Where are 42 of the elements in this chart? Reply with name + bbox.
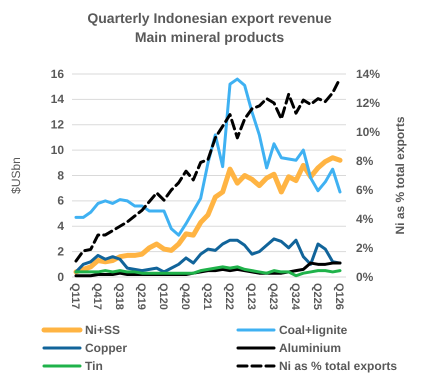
x-tick-label: Q420 (179, 283, 192, 310)
y2-tick-label: 4% (356, 212, 374, 226)
y2-tick-label: 12% (356, 96, 380, 110)
y-tick-label: 14 (50, 92, 64, 106)
x-tick-label: Q417 (91, 283, 104, 310)
x-tick-label: Q120 (157, 283, 170, 310)
x-tick-label: Q219 (135, 283, 148, 310)
legend-label: Tin (85, 359, 103, 373)
x-tick-label: Q222 (223, 283, 236, 310)
x-tick-label: Q225 (311, 283, 324, 310)
y2-tick-label: 2% (356, 240, 374, 255)
chart-subtitle: Main mineral products (134, 29, 284, 45)
x-tick-label: Q117 (69, 283, 82, 310)
y2-tick-label: 10% (356, 124, 380, 139)
x-tick-label: Q123 (245, 283, 258, 310)
y-tick-label: 16 (50, 66, 64, 81)
y2-tick-label: 0% (356, 270, 374, 284)
y2-tick-label: 8% (356, 154, 374, 168)
x-tick-label: Q324 (289, 283, 302, 311)
y-tick-label: 10 (50, 142, 64, 157)
chart-title: Quarterly Indonesian export revenue (87, 10, 332, 26)
line-series (74, 265, 342, 278)
y2-tick-label: 6% (356, 182, 374, 197)
x-tick-label: Q126 (333, 283, 346, 310)
y-tick-label: 4 (57, 219, 64, 234)
y-tick-label: 8 (57, 168, 64, 182)
x-tick-label: Q423 (267, 283, 280, 310)
legend-label: Coal+lignite (279, 323, 348, 337)
y-axis-title: $USbn (9, 157, 23, 194)
line-series (74, 237, 342, 274)
y-tick-label: 12 (50, 118, 64, 132)
y2-tick-label: 14% (356, 66, 380, 81)
legend-label: Ni+SS (85, 323, 120, 337)
y-tick-label: 6 (57, 194, 64, 208)
y-tick-label: 2 (57, 244, 64, 258)
y2-axis-title: Ni as % total exports (393, 116, 407, 235)
x-tick-label: Q321 (201, 283, 214, 310)
x-tick-label: Q318 (113, 283, 126, 310)
legend-label: Copper (85, 341, 128, 355)
legend-label: Aluminium (279, 341, 341, 355)
y-tick-label: 0 (57, 270, 64, 284)
legend-label: Ni as % total exports (279, 359, 398, 373)
